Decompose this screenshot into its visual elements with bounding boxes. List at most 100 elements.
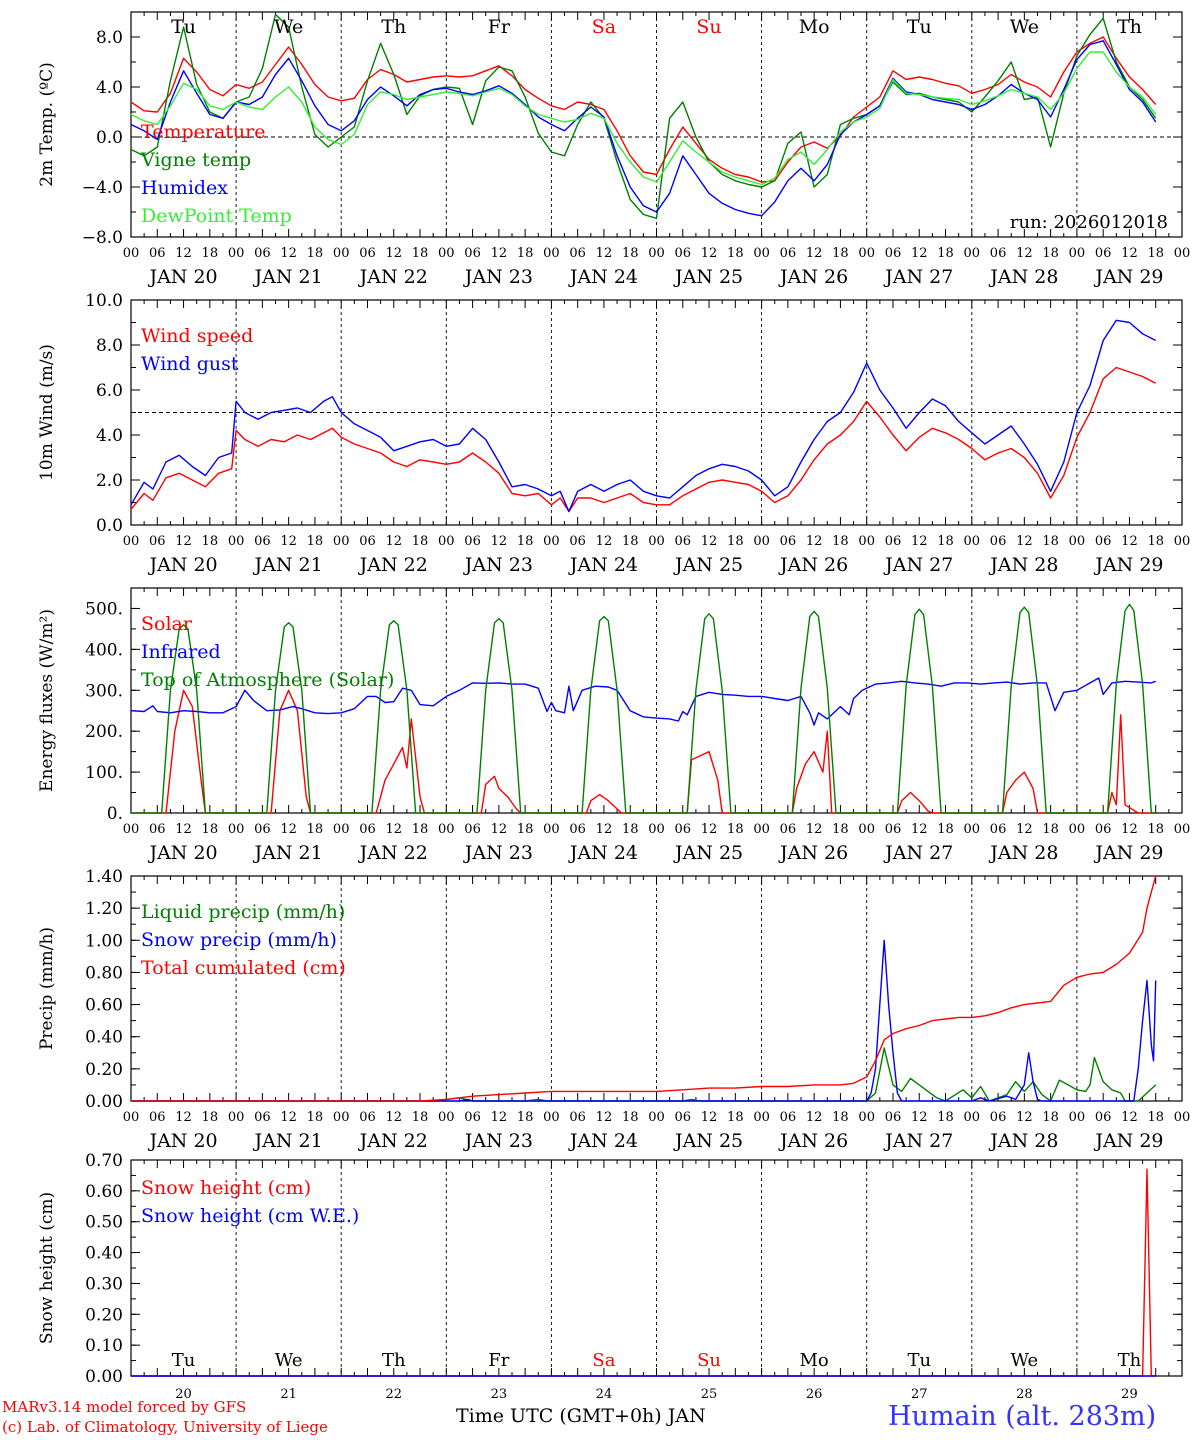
- hour-tick-label: 12: [1016, 246, 1033, 261]
- weekday-label: Th: [381, 16, 406, 38]
- weekday-label: We: [274, 16, 303, 38]
- legend-entry: Wind speed: [141, 325, 253, 347]
- hour-tick-label: 00: [1174, 822, 1191, 837]
- hour-tick-label: 06: [990, 1110, 1007, 1125]
- y-tick-label: 0.60: [85, 996, 123, 1016]
- legend-entry: Liquid precip (mm/h): [141, 901, 345, 923]
- hour-tick-label: 18: [1147, 246, 1164, 261]
- hour-tick-label: 12: [491, 246, 508, 261]
- hour-tick-label: 12: [806, 534, 823, 549]
- hour-tick-label: 18: [1042, 534, 1059, 549]
- hour-tick-label: 12: [911, 246, 928, 261]
- date-label: JAN 24: [568, 266, 638, 288]
- hour-tick-label: 06: [569, 822, 586, 837]
- y-tick-label: 0.70: [85, 1151, 123, 1171]
- y-tick-label: 8.0: [96, 336, 123, 356]
- hour-tick-label: 18: [1147, 1110, 1164, 1125]
- series-line-liquid-precip-mm-h-: [131, 1047, 1157, 1102]
- hour-tick-label: 18: [1042, 822, 1059, 837]
- hour-tick-label: 18: [832, 534, 849, 549]
- hour-tick-label: 18: [727, 822, 744, 837]
- hour-tick-label: 06: [569, 246, 586, 261]
- date-label: JAN 25: [673, 266, 743, 288]
- hour-tick-label: 06: [254, 822, 271, 837]
- hour-tick-label: 12: [175, 822, 192, 837]
- hour-tick-label: 12: [1121, 246, 1138, 261]
- hour-tick-label: 12: [280, 1110, 297, 1125]
- date-label: JAN 28: [988, 842, 1058, 864]
- hour-tick-label: 18: [937, 534, 954, 549]
- hour-tick-label: 12: [911, 822, 928, 837]
- date-label: JAN 21: [253, 1130, 323, 1152]
- hour-tick-label: 00: [228, 534, 245, 549]
- hour-tick-label: 00: [228, 822, 245, 837]
- series-line-wind-gust: [130, 319, 1157, 513]
- hour-tick-label: 12: [1016, 534, 1033, 549]
- weekday-label: Tu: [907, 1350, 931, 1371]
- hour-tick-label: 18: [202, 534, 219, 549]
- y-tick-label: 1.00: [85, 931, 123, 951]
- hour-tick-label: 00: [858, 1110, 875, 1125]
- hour-tick-label: 00: [648, 1110, 665, 1125]
- hour-tick-label: 12: [596, 246, 613, 261]
- day-number-label: 24: [596, 1387, 613, 1402]
- hour-tick-label: 06: [464, 822, 481, 837]
- weekday-label: Tu: [172, 1350, 196, 1371]
- date-label: JAN 23: [463, 554, 533, 576]
- hour-tick-label: 06: [359, 246, 376, 261]
- y-tick-label: 0.: [107, 804, 123, 824]
- hour-tick-label: 06: [569, 534, 586, 549]
- day-number-label: 22: [385, 1387, 402, 1402]
- hour-tick-label: 12: [491, 1110, 508, 1125]
- weekday-label: We: [1011, 1350, 1039, 1371]
- legend-entry: Snow height (cm): [141, 1177, 311, 1199]
- hour-tick-label: 00: [543, 534, 560, 549]
- hour-tick-label: 18: [307, 822, 324, 837]
- hour-tick-label: 18: [832, 246, 849, 261]
- hour-tick-label: 00: [858, 534, 875, 549]
- hour-tick-label: 12: [1016, 1110, 1033, 1125]
- date-label: JAN 20: [147, 842, 217, 864]
- series-line-humidex: [130, 40, 1157, 217]
- hour-tick-label: 00: [123, 1110, 140, 1125]
- hour-tick-label: 18: [412, 1110, 429, 1125]
- series-line-top-of-atmosphere-solar-: [131, 603, 1156, 814]
- hour-tick-label: 00: [1174, 246, 1191, 261]
- day-number-label: 28: [1016, 1387, 1033, 1402]
- hour-tick-label: 00: [438, 1110, 455, 1125]
- series-line-total-cumulated-cm-: [131, 875, 1157, 1102]
- time-axis-label: Time UTC (GMT+0h) JAN: [456, 1405, 706, 1427]
- hour-tick-label: 00: [438, 246, 455, 261]
- hour-tick-label: 06: [780, 1110, 797, 1125]
- model-credit: MARv3.14 model forced by GFS: [2, 1398, 247, 1416]
- hour-tick-label: 06: [149, 246, 166, 261]
- hour-tick-label: 12: [596, 1110, 613, 1125]
- hour-tick-label: 06: [675, 822, 692, 837]
- hour-tick-label: 12: [491, 822, 508, 837]
- hour-tick-label: 12: [491, 534, 508, 549]
- weekday-label: Fr: [488, 1350, 509, 1371]
- hour-tick-label: 06: [464, 534, 481, 549]
- hour-tick-label: 06: [780, 246, 797, 261]
- date-label: JAN 27: [883, 842, 953, 864]
- hour-tick-label: 18: [937, 1110, 954, 1125]
- date-label: JAN 25: [673, 554, 743, 576]
- weekday-label: We: [1010, 16, 1039, 38]
- hour-tick-label: 18: [937, 822, 954, 837]
- hour-tick-label: 00: [648, 822, 665, 837]
- hour-tick-label: 06: [780, 534, 797, 549]
- legend-entry: Vigne temp: [140, 149, 251, 171]
- date-label: JAN 29: [1093, 266, 1163, 288]
- day-number-label: 25: [701, 1387, 718, 1402]
- hour-tick-label: 00: [228, 1110, 245, 1125]
- day-number-label: 27: [911, 1387, 928, 1402]
- y-tick-label: 0.60: [85, 1182, 123, 1202]
- y-tick-label: 6.0: [96, 381, 123, 401]
- y-tick-label: 0.50: [85, 1213, 123, 1233]
- date-label: JAN 27: [883, 1130, 953, 1152]
- hour-tick-label: 06: [990, 822, 1007, 837]
- date-label: JAN 21: [253, 842, 323, 864]
- hour-tick-label: 12: [806, 822, 823, 837]
- hour-tick-label: 06: [885, 1110, 902, 1125]
